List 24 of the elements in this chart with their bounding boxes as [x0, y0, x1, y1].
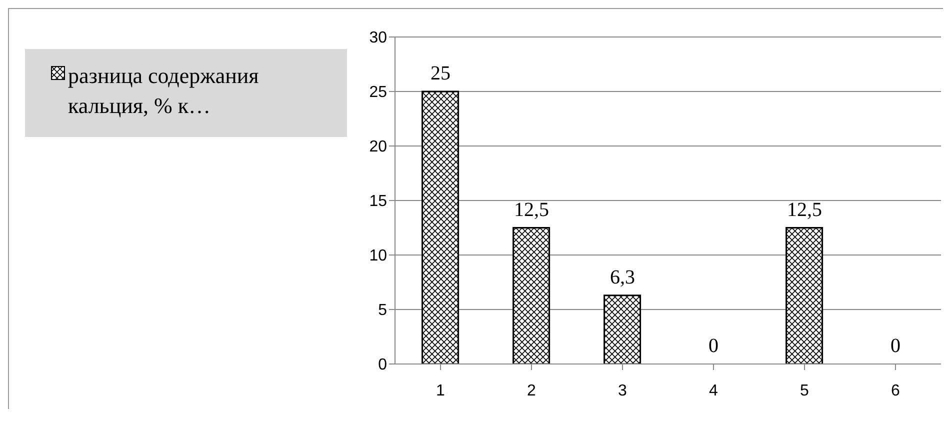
x-tick-label: 3	[618, 382, 628, 400]
x-tick-label: 5	[800, 382, 810, 400]
y-tick-label: 30	[369, 30, 388, 47]
data-label: 0	[708, 335, 718, 357]
data-label: 12,5	[514, 198, 549, 221]
bar	[786, 227, 824, 364]
bar	[604, 294, 642, 364]
data-label: 0	[890, 335, 900, 357]
legend-label: разница содержания кальция, % к…	[68, 62, 260, 120]
y-tick-label: 10	[369, 248, 388, 265]
x-tick-label: 2	[527, 382, 536, 400]
y-tick-label: 15	[369, 193, 388, 210]
x-tick-label: 4	[709, 382, 718, 400]
x-tick-label: 1	[436, 382, 446, 400]
data-label: 25	[430, 62, 450, 84]
bar	[422, 90, 460, 364]
y-tick-label: 0	[378, 356, 388, 374]
y-tick-label: 5	[378, 302, 388, 320]
data-label: 6,3	[610, 266, 635, 288]
y-tick-label: 20	[369, 138, 388, 156]
y-tick-label: 25	[369, 84, 388, 102]
data-label: 12,5	[787, 198, 822, 221]
bar	[512, 227, 550, 364]
x-tick-label: 6	[891, 382, 900, 400]
